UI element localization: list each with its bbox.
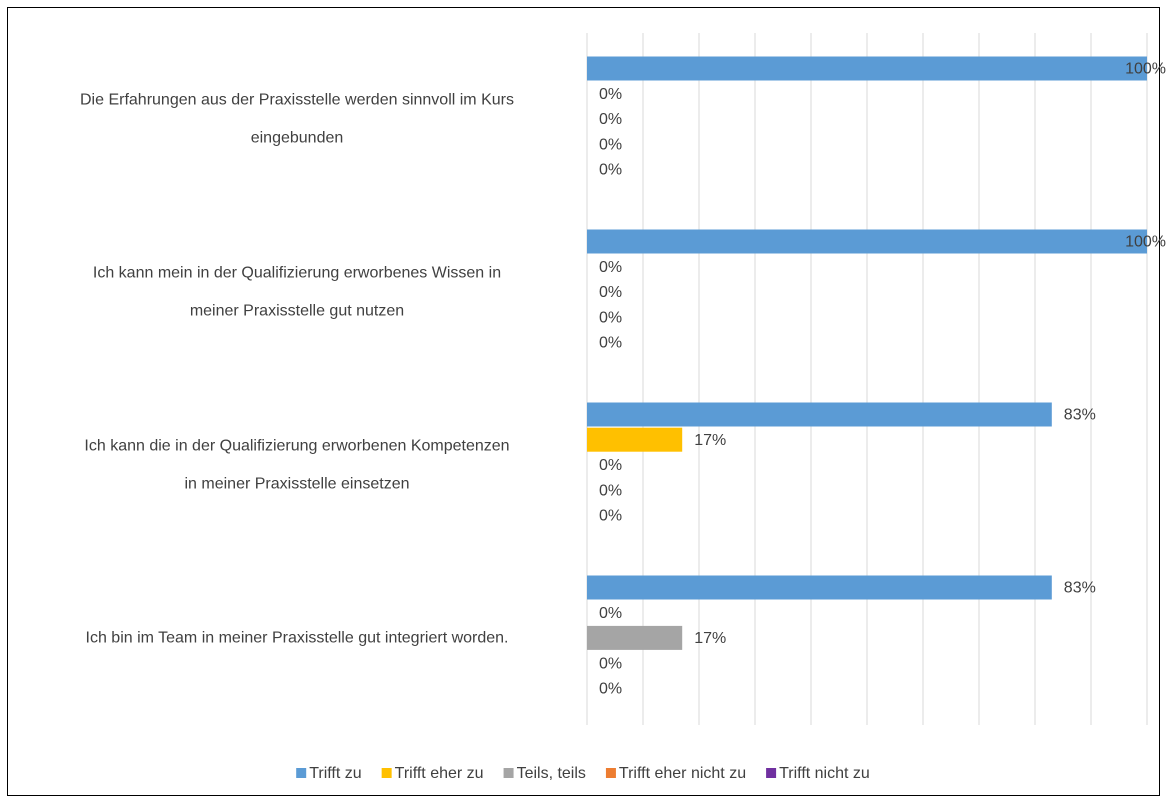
bar [587, 402, 1052, 427]
category-label: in meiner Praxisstelle einsetzen [185, 476, 410, 493]
legend-label: Teils, teils [517, 765, 586, 782]
data-label: 0% [599, 309, 622, 326]
category-label: eingebunden [251, 130, 344, 147]
category-label: Ich bin im Team in meiner Praxisstelle g… [86, 630, 509, 647]
bar [587, 56, 1147, 81]
data-label: 0% [599, 655, 622, 672]
data-label: 17% [694, 630, 726, 647]
data-label: 0% [599, 508, 622, 525]
data-label: 0% [599, 259, 622, 276]
data-label: 17% [694, 432, 726, 449]
bar [587, 625, 683, 650]
category-label: Die Erfahrungen aus der Praxisstelle wer… [80, 92, 514, 109]
category-label: meiner Praxisstelle gut nutzen [190, 303, 404, 320]
legend-swatch [605, 768, 616, 778]
legend-label: Trifft zu [309, 765, 361, 782]
data-label: 0% [599, 111, 622, 128]
data-label: 0% [599, 335, 622, 352]
data-label: 83% [1064, 580, 1096, 597]
data-label: 100% [1125, 234, 1166, 251]
data-label: 0% [599, 162, 622, 179]
data-label: 0% [599, 457, 622, 474]
data-label: 100% [1125, 61, 1166, 78]
legend-swatch [296, 768, 307, 778]
legend-label: Trifft eher zu [395, 765, 484, 782]
legend-swatch [381, 768, 392, 778]
bar [587, 229, 1147, 254]
data-label: 0% [599, 681, 622, 698]
bar [587, 427, 683, 452]
legend-label: Trifft eher nicht zu [619, 765, 746, 782]
legend-swatch [503, 768, 514, 778]
category-label: Ich kann mein in der Qualifizierung erwo… [93, 265, 501, 282]
legend-swatch [766, 768, 777, 778]
data-label: 0% [599, 86, 622, 103]
chart-frame [7, 7, 1160, 796]
category-label: Ich kann die in der Qualifizierung erwor… [84, 438, 509, 455]
data-label: 0% [599, 284, 622, 301]
data-label: 0% [599, 136, 622, 153]
data-label: 83% [1064, 407, 1096, 424]
legend-label: Trifft nicht zu [779, 765, 870, 782]
bar [587, 575, 1052, 600]
data-label: 0% [599, 605, 622, 622]
data-label: 0% [599, 482, 622, 499]
